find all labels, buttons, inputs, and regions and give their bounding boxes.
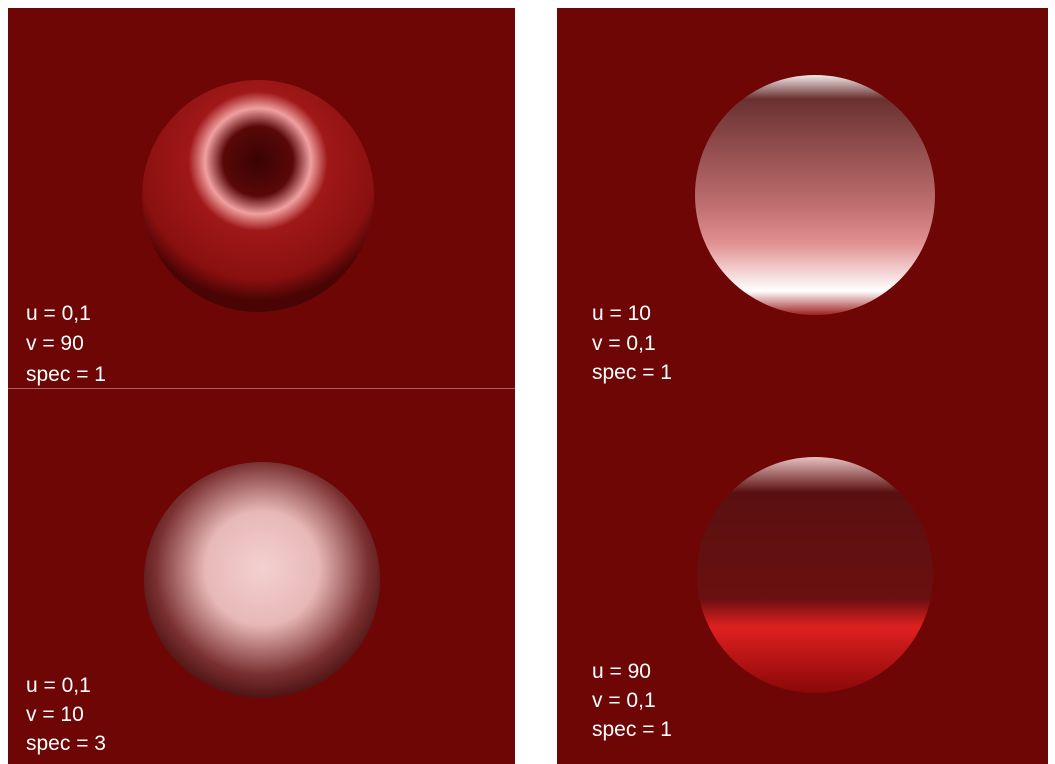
sphere-render: [142, 80, 374, 312]
sphere-render: [697, 457, 933, 693]
param-label: u = 0,1: [26, 302, 91, 325]
param-label: spec = 1: [26, 363, 106, 386]
param-label: u = 90: [592, 660, 651, 683]
param-label: spec = 1: [592, 718, 672, 741]
param-label: v = 90: [26, 332, 84, 355]
sphere-render: [695, 75, 935, 315]
param-label: v = 0,1: [592, 689, 656, 712]
param-label: u = 10: [592, 302, 651, 325]
param-label: spec = 3: [26, 732, 106, 755]
sphere-render: [144, 462, 380, 698]
param-label: spec = 1: [592, 361, 672, 384]
param-label: u = 0,1: [26, 674, 91, 697]
param-label: v = 10: [26, 703, 84, 726]
param-label: v = 0,1: [592, 332, 656, 355]
